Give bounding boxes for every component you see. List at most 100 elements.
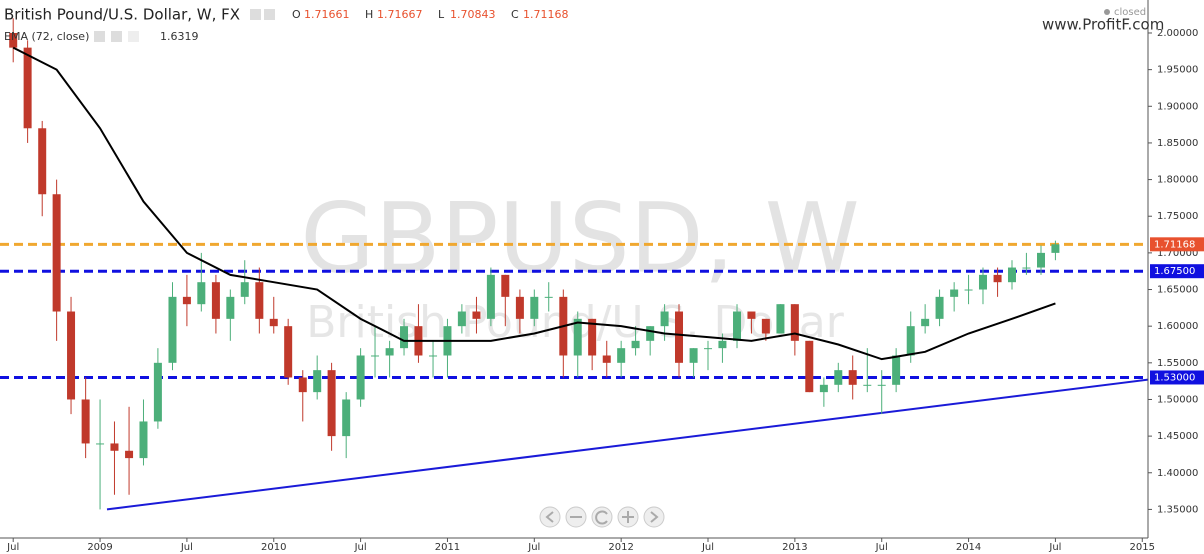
candle-body [950, 289, 959, 297]
ohlc-value: 1.71168 [523, 8, 569, 21]
candle-body [486, 274, 495, 319]
ema-line [12, 46, 1056, 361]
candle-body [153, 362, 162, 422]
candle-body [9, 32, 18, 48]
candle-body [602, 355, 611, 363]
candle-body [819, 384, 828, 393]
y-tick-label: 1.75000 [1157, 211, 1198, 222]
candle-body [1036, 252, 1045, 268]
candle-body [747, 311, 756, 319]
header-icons [250, 9, 275, 20]
zoom-out[interactable] [565, 506, 587, 528]
plot [0, 18, 1149, 511]
candle-body [718, 340, 727, 349]
x-tick-label: 2012 [608, 542, 633, 553]
candle-body [834, 370, 843, 385]
scroll-left[interactable] [539, 506, 561, 528]
candle-body [429, 355, 438, 357]
zoom-in[interactable] [617, 506, 639, 528]
level-label: 1.53000 [1154, 372, 1195, 383]
candle-body [110, 443, 119, 451]
ohlc-key: C [511, 8, 519, 21]
candle-body [269, 318, 278, 327]
level-label-bg [1150, 370, 1204, 385]
candle-body [790, 304, 799, 341]
candle-body [689, 348, 698, 363]
brand: www.ProfitF.com [1042, 16, 1164, 34]
candle-body [921, 318, 930, 327]
indicator-name: EMA (72, close) [4, 30, 89, 43]
reset[interactable] [591, 506, 613, 528]
candle-body [125, 450, 134, 459]
candle-body [805, 340, 814, 393]
ohlc-value: 1.70843 [450, 8, 496, 21]
candle-body [226, 296, 235, 319]
candle-body [675, 311, 684, 363]
ohlc: O 1.71661 H 1.71667 L 1.70843 C 1.71168 [292, 8, 569, 21]
candle-body [255, 282, 264, 319]
navigation [539, 506, 665, 528]
candle-body [96, 443, 105, 445]
x-tick-label: 2009 [87, 542, 112, 553]
candle-body [139, 421, 148, 459]
x-tick-label: Jul [875, 542, 888, 553]
indicator-value: 1.6319 [160, 30, 199, 43]
ohlc-value: 1.71667 [377, 8, 423, 21]
candle-body [284, 326, 293, 378]
x-tick-label: Jul [1048, 542, 1061, 553]
y-tick-label: 1.85000 [1157, 138, 1198, 149]
level-label: 1.71168 [1154, 239, 1195, 250]
candle-body [182, 296, 191, 305]
ohlc-value: 1.71661 [304, 8, 350, 21]
candle-body [501, 274, 510, 297]
status-dot [1104, 9, 1110, 15]
candle-body [52, 194, 61, 312]
candle-body [733, 311, 742, 341]
candle-body [67, 311, 76, 400]
scroll-right[interactable] [643, 506, 665, 528]
candle-body [81, 399, 90, 444]
x-tick-label: 2015 [1130, 542, 1155, 553]
candle-body [704, 348, 713, 350]
indicator-icons [94, 31, 139, 42]
candle-body [964, 289, 973, 291]
candle-body [1051, 244, 1060, 253]
candle-body [1022, 267, 1031, 269]
candle-body [472, 311, 481, 319]
candle-body [371, 355, 380, 357]
x-tick-label: Jul [527, 542, 540, 553]
candle-body [978, 274, 987, 290]
chart-title: British Pound/U.S. Dollar, W, FX [4, 6, 240, 24]
candle-body [530, 296, 539, 319]
candle-body [993, 274, 1002, 283]
candle-body [211, 282, 220, 319]
x-tick-label: Jul [701, 542, 714, 553]
y-tick-label: 1.80000 [1157, 175, 1198, 186]
candle-body [342, 399, 351, 437]
y-tick-label: 1.90000 [1157, 101, 1198, 112]
candle-body [617, 348, 626, 363]
x-tick-label: Jul [6, 542, 19, 553]
y-tick-label: 1.40000 [1157, 468, 1198, 479]
candle-body [935, 296, 944, 319]
status: closed [1114, 7, 1146, 18]
ohlc-key: O [292, 8, 301, 21]
candle-body [197, 282, 206, 305]
candle-body [400, 326, 409, 349]
y-tick-label: 1.65000 [1157, 285, 1198, 296]
candle-body [906, 326, 915, 356]
candle-body [646, 326, 655, 341]
candle-body [892, 355, 901, 385]
candle-body [863, 384, 872, 386]
ohlc-key: H [365, 8, 373, 21]
candle-body [457, 311, 466, 327]
x-tick-label: Jul [354, 542, 367, 553]
candle-body [660, 311, 669, 327]
x-tick-label: Jul [180, 542, 193, 553]
y-tick-label: 2.00000 [1157, 28, 1198, 39]
candle-body [240, 282, 249, 297]
candle-body [544, 296, 553, 298]
candle-body [168, 296, 177, 363]
candle-body [631, 340, 640, 349]
